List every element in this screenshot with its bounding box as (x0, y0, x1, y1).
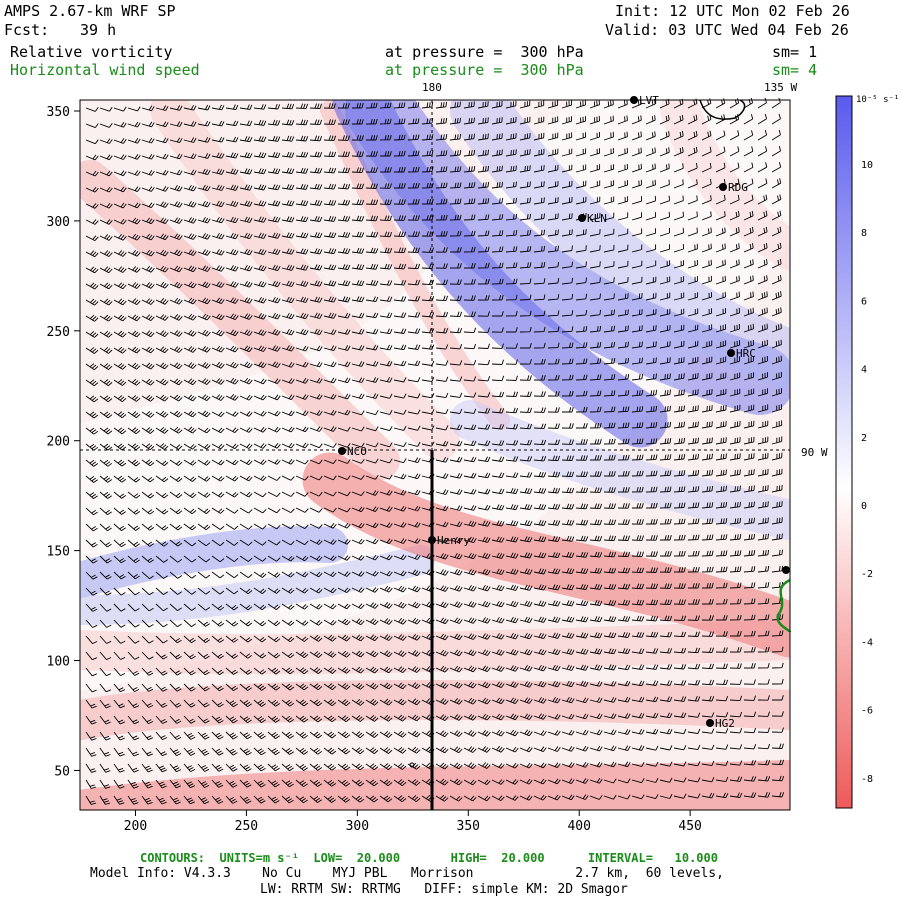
x-tick-label: 200 (124, 819, 147, 834)
colorbar-tick-label: 4 (861, 365, 867, 376)
colorbar-tick-label: -8 (861, 774, 873, 785)
coastline (699, 99, 746, 120)
y-tick-label: 250 (47, 325, 70, 340)
model-title: AMPS 2.67-km WRF SP (4, 2, 176, 20)
wind-speed-contour (776, 578, 792, 633)
station-marker (719, 183, 727, 191)
station-marker (338, 447, 346, 455)
valid-time: Valid: 03 UTC Wed 04 Feb 26 (605, 21, 849, 39)
station-label: HG2 (715, 717, 735, 730)
physics-info: LW: RRTM SW: RRTMG DIFF: simple KM: 2D S… (260, 882, 628, 897)
contour-info: CONTOURS: UNITS=m s⁻¹ LOW= 20.000 HIGH= … (140, 851, 718, 865)
field-2-smoothing: sm= 4 (772, 61, 818, 79)
station-marker (409, 762, 415, 768)
station-marker (727, 349, 735, 357)
y-tick-label: 100 (47, 655, 70, 670)
field-1-smoothing: sm= 1 (772, 43, 818, 61)
x-tick-label: 250 (235, 819, 258, 834)
field-2-name: Horizontal wind speed (10, 61, 200, 79)
station-label: HRC (736, 347, 756, 360)
x-tick-label: 350 (457, 819, 480, 834)
colorbar-tick-label: -6 (861, 706, 873, 717)
field-1-name: Relative vorticity (10, 43, 173, 61)
station-label: Henry (437, 534, 470, 547)
y-tick-label: 50 (54, 764, 70, 779)
lon-180-label: 180 (422, 81, 442, 94)
forecast-label: Fcst: (4, 21, 50, 39)
station-label: RDG (728, 181, 748, 194)
station-label: KLN (587, 212, 607, 225)
init-time: Init: 12 UTC Mon 02 Feb 26 (615, 2, 850, 20)
model-info: Model Info: V4.3.3 No Cu MYJ PBL Morriso… (90, 866, 724, 881)
field-1-level: at pressure = 300 hPa (385, 43, 584, 61)
colorbar (835, 95, 853, 809)
y-tick-label: 300 (47, 215, 70, 230)
colorbar-tick-label: -4 (861, 637, 873, 648)
x-tick-label: 300 (346, 819, 369, 834)
plot-frame (79, 99, 791, 811)
station-marker (782, 566, 790, 574)
y-tick-label: 350 (47, 105, 70, 120)
lon-90w-label: 90 W (801, 446, 828, 459)
x-tick-label: 450 (678, 819, 701, 834)
lon-135w-label: 135 W (764, 81, 798, 94)
station-marker (428, 536, 436, 544)
forecast-hour: 39 h (80, 21, 117, 39)
station-marker (706, 719, 714, 727)
colorbar-tick-label: -2 (861, 569, 873, 580)
y-tick-label: 150 (47, 545, 70, 560)
field-2-level: at pressure = 300 hPa (385, 61, 584, 79)
colorbar-tick-label: 10 (861, 160, 873, 171)
colorbar-unit: 10⁻⁵ s⁻¹ (856, 95, 899, 105)
station-label: NCO (347, 445, 367, 458)
y-tick-label: 200 (47, 435, 70, 450)
colorbar-tick-label: 6 (861, 296, 867, 307)
colorbar-tick-label: 0 (861, 501, 867, 512)
colorbar-tick-label: 2 (861, 433, 867, 444)
x-tick-label: 400 (567, 819, 590, 834)
station-marker (578, 214, 586, 222)
colorbar-tick-label: 8 (861, 228, 867, 239)
